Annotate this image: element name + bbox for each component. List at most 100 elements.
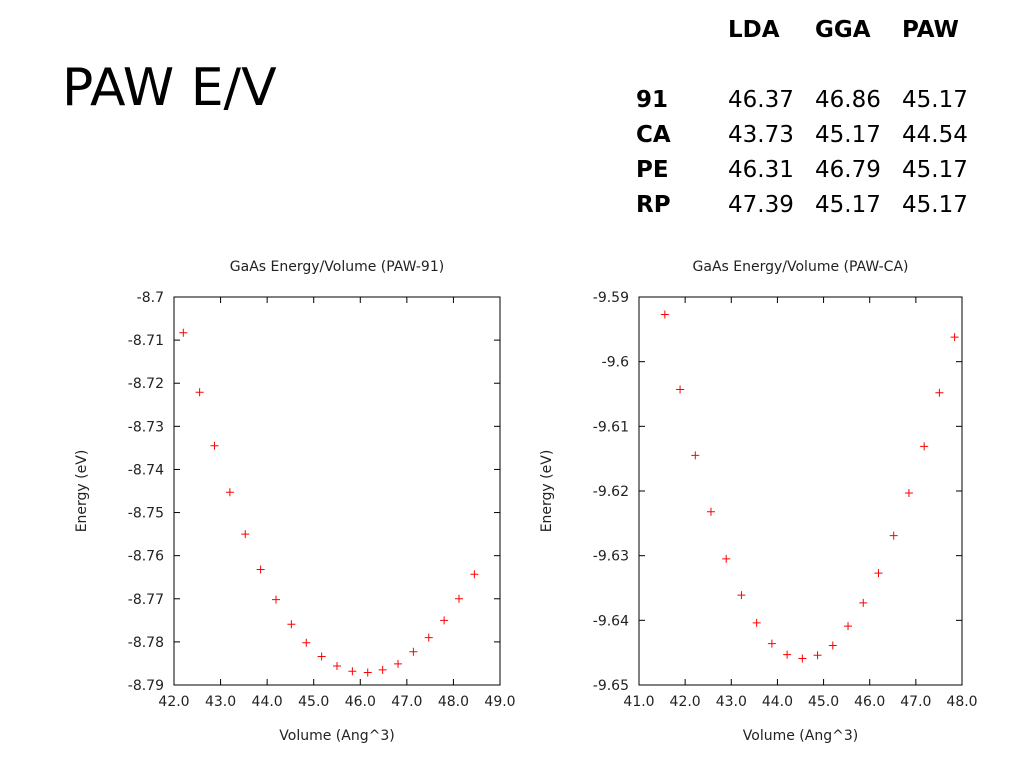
data-point — [256, 565, 265, 574]
x-tick-label: 48.0 — [946, 694, 977, 710]
data-point — [287, 620, 296, 629]
data-point — [660, 310, 669, 319]
col-header-paw: PAW — [902, 16, 959, 43]
data-point — [889, 531, 898, 540]
x-tick-label: 44.0 — [252, 694, 283, 710]
cell-value: 45.17 — [902, 86, 968, 113]
data-point — [920, 442, 929, 451]
y-tick-label: -8.74 — [128, 462, 164, 478]
cell-value: 45.17 — [815, 121, 881, 148]
x-tick-label: 42.0 — [670, 694, 701, 710]
x-axis-label: Volume (Ang^3) — [279, 728, 394, 744]
y-tick-label: -9.59 — [593, 290, 629, 306]
x-axis-label: Volume (Ang^3) — [743, 728, 858, 744]
x-tick-label: 44.0 — [762, 694, 793, 710]
data-point — [363, 668, 372, 677]
data-point — [767, 639, 776, 648]
y-tick-label: -9.61 — [593, 419, 629, 435]
cell-value: 43.73 — [728, 121, 794, 148]
x-tick-label: 48.0 — [438, 694, 469, 710]
data-point — [348, 667, 357, 676]
chart-title: GaAs Energy/Volume (PAW-CA) — [693, 259, 909, 275]
data-point — [676, 385, 685, 394]
row-label: 91 — [636, 86, 669, 113]
y-tick-label: -8.77 — [128, 592, 164, 608]
summary-row-ca: CA 43.73 45.17 44.54 — [636, 117, 989, 152]
data-point — [225, 488, 234, 497]
data-point — [859, 598, 868, 607]
y-tick-label: -9.62 — [593, 484, 629, 500]
col-header-lda: LDA — [728, 16, 780, 43]
cell-value: 46.86 — [815, 86, 881, 113]
x-tick-label: 49.0 — [484, 694, 515, 710]
y-tick-label: -8.7 — [137, 290, 164, 306]
data-point — [317, 652, 326, 661]
row-label: RP — [636, 191, 671, 218]
y-tick-label: -8.78 — [128, 635, 164, 651]
data-point — [722, 554, 731, 563]
cell-value: 44.54 — [902, 121, 968, 148]
y-tick-label: -8.76 — [128, 549, 164, 565]
slide-title: PAW E/V — [62, 58, 277, 118]
col-header-gga: GGA — [815, 16, 871, 43]
data-point — [179, 328, 188, 337]
summary-row-rp: RP 47.39 45.17 45.17 — [636, 187, 989, 222]
data-point — [424, 633, 433, 642]
x-tick-label: 45.0 — [298, 694, 329, 710]
data-point — [904, 488, 913, 497]
data-point — [378, 665, 387, 674]
data-point — [706, 507, 715, 516]
plot-frame — [173, 296, 501, 686]
cell-value: 46.37 — [728, 86, 794, 113]
data-point — [950, 333, 959, 342]
x-tick-label: 43.0 — [205, 694, 236, 710]
data-point — [798, 654, 807, 663]
y-axis-label: Energy (eV) — [74, 450, 90, 533]
y-tick-label: -8.75 — [128, 506, 164, 522]
data-point — [302, 638, 311, 647]
data-point — [470, 570, 479, 579]
summary-header-row: LDA GGA PAW — [636, 12, 989, 47]
y-tick-label: -8.71 — [128, 333, 164, 349]
data-point — [271, 595, 280, 604]
data-point — [455, 594, 464, 603]
x-tick-label: 41.0 — [623, 694, 654, 710]
data-point — [440, 616, 449, 625]
summary-table: LDA GGA PAW 91 46.37 46.86 45.17 CA 43.7… — [636, 12, 989, 222]
cell-value: 45.17 — [902, 156, 968, 183]
x-tick-label: 46.0 — [854, 694, 885, 710]
data-point — [195, 388, 204, 397]
y-tick-label: -8.73 — [128, 419, 164, 435]
row-label: CA — [636, 121, 671, 148]
x-tick-label: 43.0 — [716, 694, 747, 710]
cell-value: 46.79 — [815, 156, 881, 183]
y-tick-label: -9.64 — [593, 613, 629, 629]
y-tick-label: -9.65 — [593, 678, 629, 694]
data-point — [752, 618, 761, 627]
cell-value: 45.17 — [902, 191, 968, 218]
summary-row-pe: PE 46.31 46.79 45.17 — [636, 152, 989, 187]
data-point — [241, 530, 250, 539]
cell-value: 47.39 — [728, 191, 794, 218]
y-tick-label: -8.72 — [128, 376, 164, 392]
data-point — [333, 662, 341, 671]
x-tick-label: 47.0 — [900, 694, 931, 710]
x-tick-label: 47.0 — [391, 694, 422, 710]
y-tick-label: -8.79 — [128, 678, 164, 694]
y-tick-label: -9.6 — [602, 355, 629, 371]
plot-frame — [638, 296, 963, 686]
data-point — [783, 650, 792, 659]
data-point — [737, 591, 746, 600]
data-point — [874, 569, 883, 578]
y-axis-label: Energy (eV) — [539, 450, 555, 533]
cell-value: 46.31 — [728, 156, 794, 183]
data-point — [210, 441, 219, 450]
x-tick-label: 46.0 — [345, 694, 376, 710]
data-point — [828, 641, 837, 650]
summary-row-91: 91 46.37 46.86 45.17 — [636, 82, 989, 117]
chart-title: GaAs Energy/Volume (PAW-91) — [230, 259, 444, 275]
data-point — [935, 388, 944, 397]
row-label: PE — [636, 156, 669, 183]
